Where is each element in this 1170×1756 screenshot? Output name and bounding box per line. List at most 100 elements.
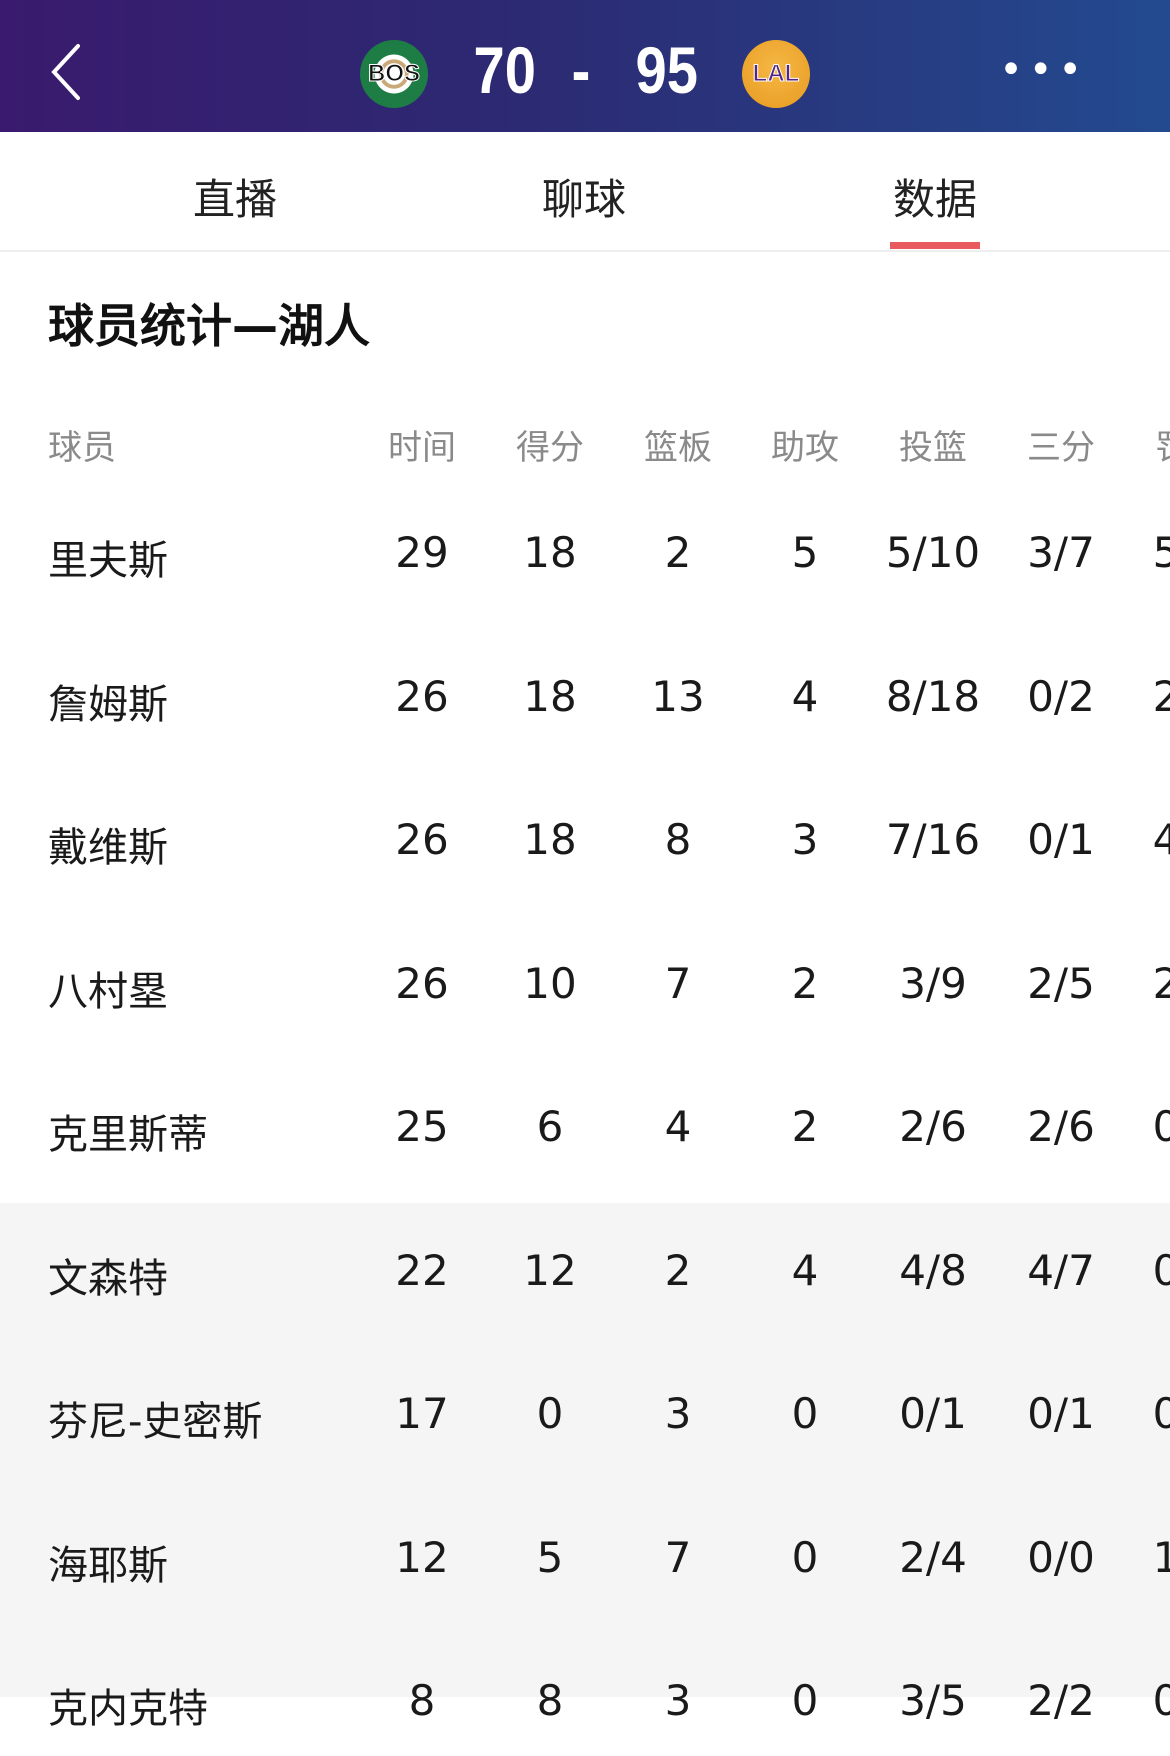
more-options-icon[interactable]: ••• (999, 47, 1088, 93)
stat-points: 12 (523, 1245, 577, 1295)
stat-fg: 3/5 (899, 1676, 967, 1725)
stat-ft: 2 (1152, 671, 1170, 721)
player-name[interactable]: 海耶斯 (48, 1542, 168, 1589)
stat-rebounds: 8 (664, 815, 692, 864)
stat-rebounds: 2 (664, 1245, 692, 1295)
stat-ft: 0 (1152, 1676, 1170, 1725)
stat-rebounds: 2 (664, 528, 692, 577)
player-name[interactable]: 詹姆斯 (48, 681, 168, 728)
stat-assists: 2 (791, 1102, 819, 1151)
table-row[interactable]: 八村塁 26 10 7 2 3/9 2/5 2 (0, 959, 1170, 1039)
stat-assists: 3 (791, 815, 819, 864)
active-tab-indicator (890, 242, 980, 249)
stat-rebounds: 4 (664, 1102, 692, 1151)
stat-ft: 1 (1152, 1532, 1170, 1582)
stat-fg: 4/8 (899, 1245, 967, 1295)
stat-3pt: 4/7 (1027, 1245, 1095, 1295)
stat-points: 18 (523, 671, 577, 721)
stat-rebounds: 3 (664, 1389, 692, 1438)
tab-live[interactable]: 直播 (192, 175, 277, 224)
away-team-logo[interactable]: LAL (742, 40, 810, 108)
back-arrow-icon[interactable] (48, 42, 88, 102)
stat-fg: 0/1 (899, 1389, 967, 1438)
stat-assists: 0 (791, 1676, 819, 1725)
stat-rebounds: 3 (664, 1676, 692, 1725)
stat-ft: 2 (1152, 958, 1170, 1008)
stat-fg: 2/4 (899, 1532, 967, 1582)
table-header: 球员 时间 得分 篮板 助攻 投篮 三分 罚球 (0, 420, 1170, 500)
away-score: 95 (635, 33, 698, 107)
col-header-fg[interactable]: 投篮 (899, 428, 967, 468)
stat-rebounds: 7 (664, 1532, 692, 1582)
stat-ft: 0 (1152, 1102, 1170, 1151)
stat-assists: 0 (791, 1532, 819, 1582)
stat-3pt: 0/1 (1027, 815, 1095, 864)
tab-chat[interactable]: 聊球 (541, 175, 626, 224)
stat-points: 10 (523, 958, 577, 1008)
stat-assists: 4 (791, 671, 819, 721)
stat-3pt: 2/6 (1027, 1102, 1095, 1151)
player-name[interactable]: 戴维斯 (48, 825, 168, 871)
stat-rebounds: 7 (664, 958, 692, 1008)
player-name[interactable]: 里夫斯 (48, 538, 168, 584)
stat-assists: 4 (791, 1245, 819, 1295)
stat-minutes: 29 (395, 528, 449, 577)
table-row[interactable]: 文森特 22 12 2 4 4/8 4/7 0 (0, 1246, 1170, 1326)
score-header: BOS 70 - 95 LAL ••• (0, 0, 1170, 132)
stat-fg: 3/9 (899, 958, 967, 1008)
stat-minutes: 8 (408, 1676, 436, 1725)
table-row[interactable]: 克里斯蒂 25 6 4 2 2/6 2/6 0 (0, 1102, 1170, 1182)
player-name[interactable]: 文森特 (48, 1255, 168, 1302)
stat-assists: 2 (791, 958, 819, 1008)
stat-rebounds: 13 (651, 671, 705, 721)
col-header-rebounds[interactable]: 篮板 (644, 428, 712, 468)
stat-points: 6 (536, 1102, 564, 1151)
stat-3pt: 0/0 (1027, 1532, 1095, 1582)
stat-assists: 0 (791, 1389, 819, 1438)
player-name[interactable]: 克内克特 (48, 1686, 208, 1732)
tab-bar: 直播 聊球 数据 (0, 132, 1170, 252)
stat-fg: 5/10 (885, 528, 981, 577)
stat-3pt: 0/1 (1027, 1389, 1095, 1438)
table-row[interactable]: 詹姆斯 26 18 13 4 8/18 0/2 2 (0, 672, 1170, 752)
col-header-minutes[interactable]: 时间 (388, 428, 456, 468)
col-header-assists[interactable]: 助攻 (771, 428, 839, 468)
table-row[interactable]: 克内克特 8 8 3 0 3/5 2/2 0 (0, 1676, 1170, 1756)
score-separator: - (571, 33, 591, 107)
player-name[interactable]: 八村塁 (48, 968, 168, 1015)
stat-3pt: 2/5 (1027, 958, 1095, 1008)
stat-ft: 5 (1152, 528, 1170, 577)
bench-background (0, 1203, 1170, 1697)
player-name[interactable]: 芬尼-史密斯 (48, 1399, 263, 1445)
stat-ft: 0 (1152, 1245, 1170, 1295)
stat-minutes: 17 (395, 1389, 449, 1438)
stat-points: 18 (523, 815, 577, 864)
col-header-ft[interactable]: 罚球 (1124, 420, 1170, 469)
stat-fg: 8/18 (885, 671, 981, 721)
tab-stats[interactable]: 数据 (892, 175, 977, 224)
stat-ft: 0 (1152, 1389, 1170, 1438)
stat-points: 5 (536, 1532, 564, 1582)
stat-minutes: 26 (395, 958, 449, 1008)
stat-3pt: 0/2 (1027, 671, 1095, 721)
table-row[interactable]: 戴维斯 26 18 8 3 7/16 0/1 4 (0, 815, 1170, 895)
stat-fg: 7/16 (885, 815, 981, 864)
stat-minutes: 26 (395, 815, 449, 864)
stat-minutes: 12 (395, 1532, 449, 1582)
stat-fg: 2/6 (899, 1102, 967, 1151)
stat-minutes: 26 (395, 671, 449, 721)
player-name[interactable]: 克里斯蒂 (48, 1112, 208, 1158)
stat-assists: 5 (791, 528, 819, 577)
table-row[interactable]: 芬尼-史密斯 17 0 3 0 0/1 0/1 0 (0, 1389, 1170, 1469)
section-title: 球员统计—湖人 (48, 299, 370, 353)
home-team-logo[interactable]: BOS (360, 40, 428, 108)
stat-minutes: 22 (395, 1245, 449, 1295)
table-row[interactable]: 里夫斯 29 18 2 5 5/10 3/7 5 (0, 528, 1170, 608)
table-row[interactable]: 海耶斯 12 5 7 0 2/4 0/0 1 (0, 1533, 1170, 1613)
stat-3pt: 3/7 (1027, 528, 1095, 577)
home-score: 70 (473, 33, 536, 107)
col-header-points[interactable]: 得分 (516, 428, 584, 468)
stat-points: 8 (536, 1676, 564, 1725)
stat-minutes: 25 (395, 1102, 449, 1151)
col-header-3pt[interactable]: 三分 (1027, 428, 1095, 468)
